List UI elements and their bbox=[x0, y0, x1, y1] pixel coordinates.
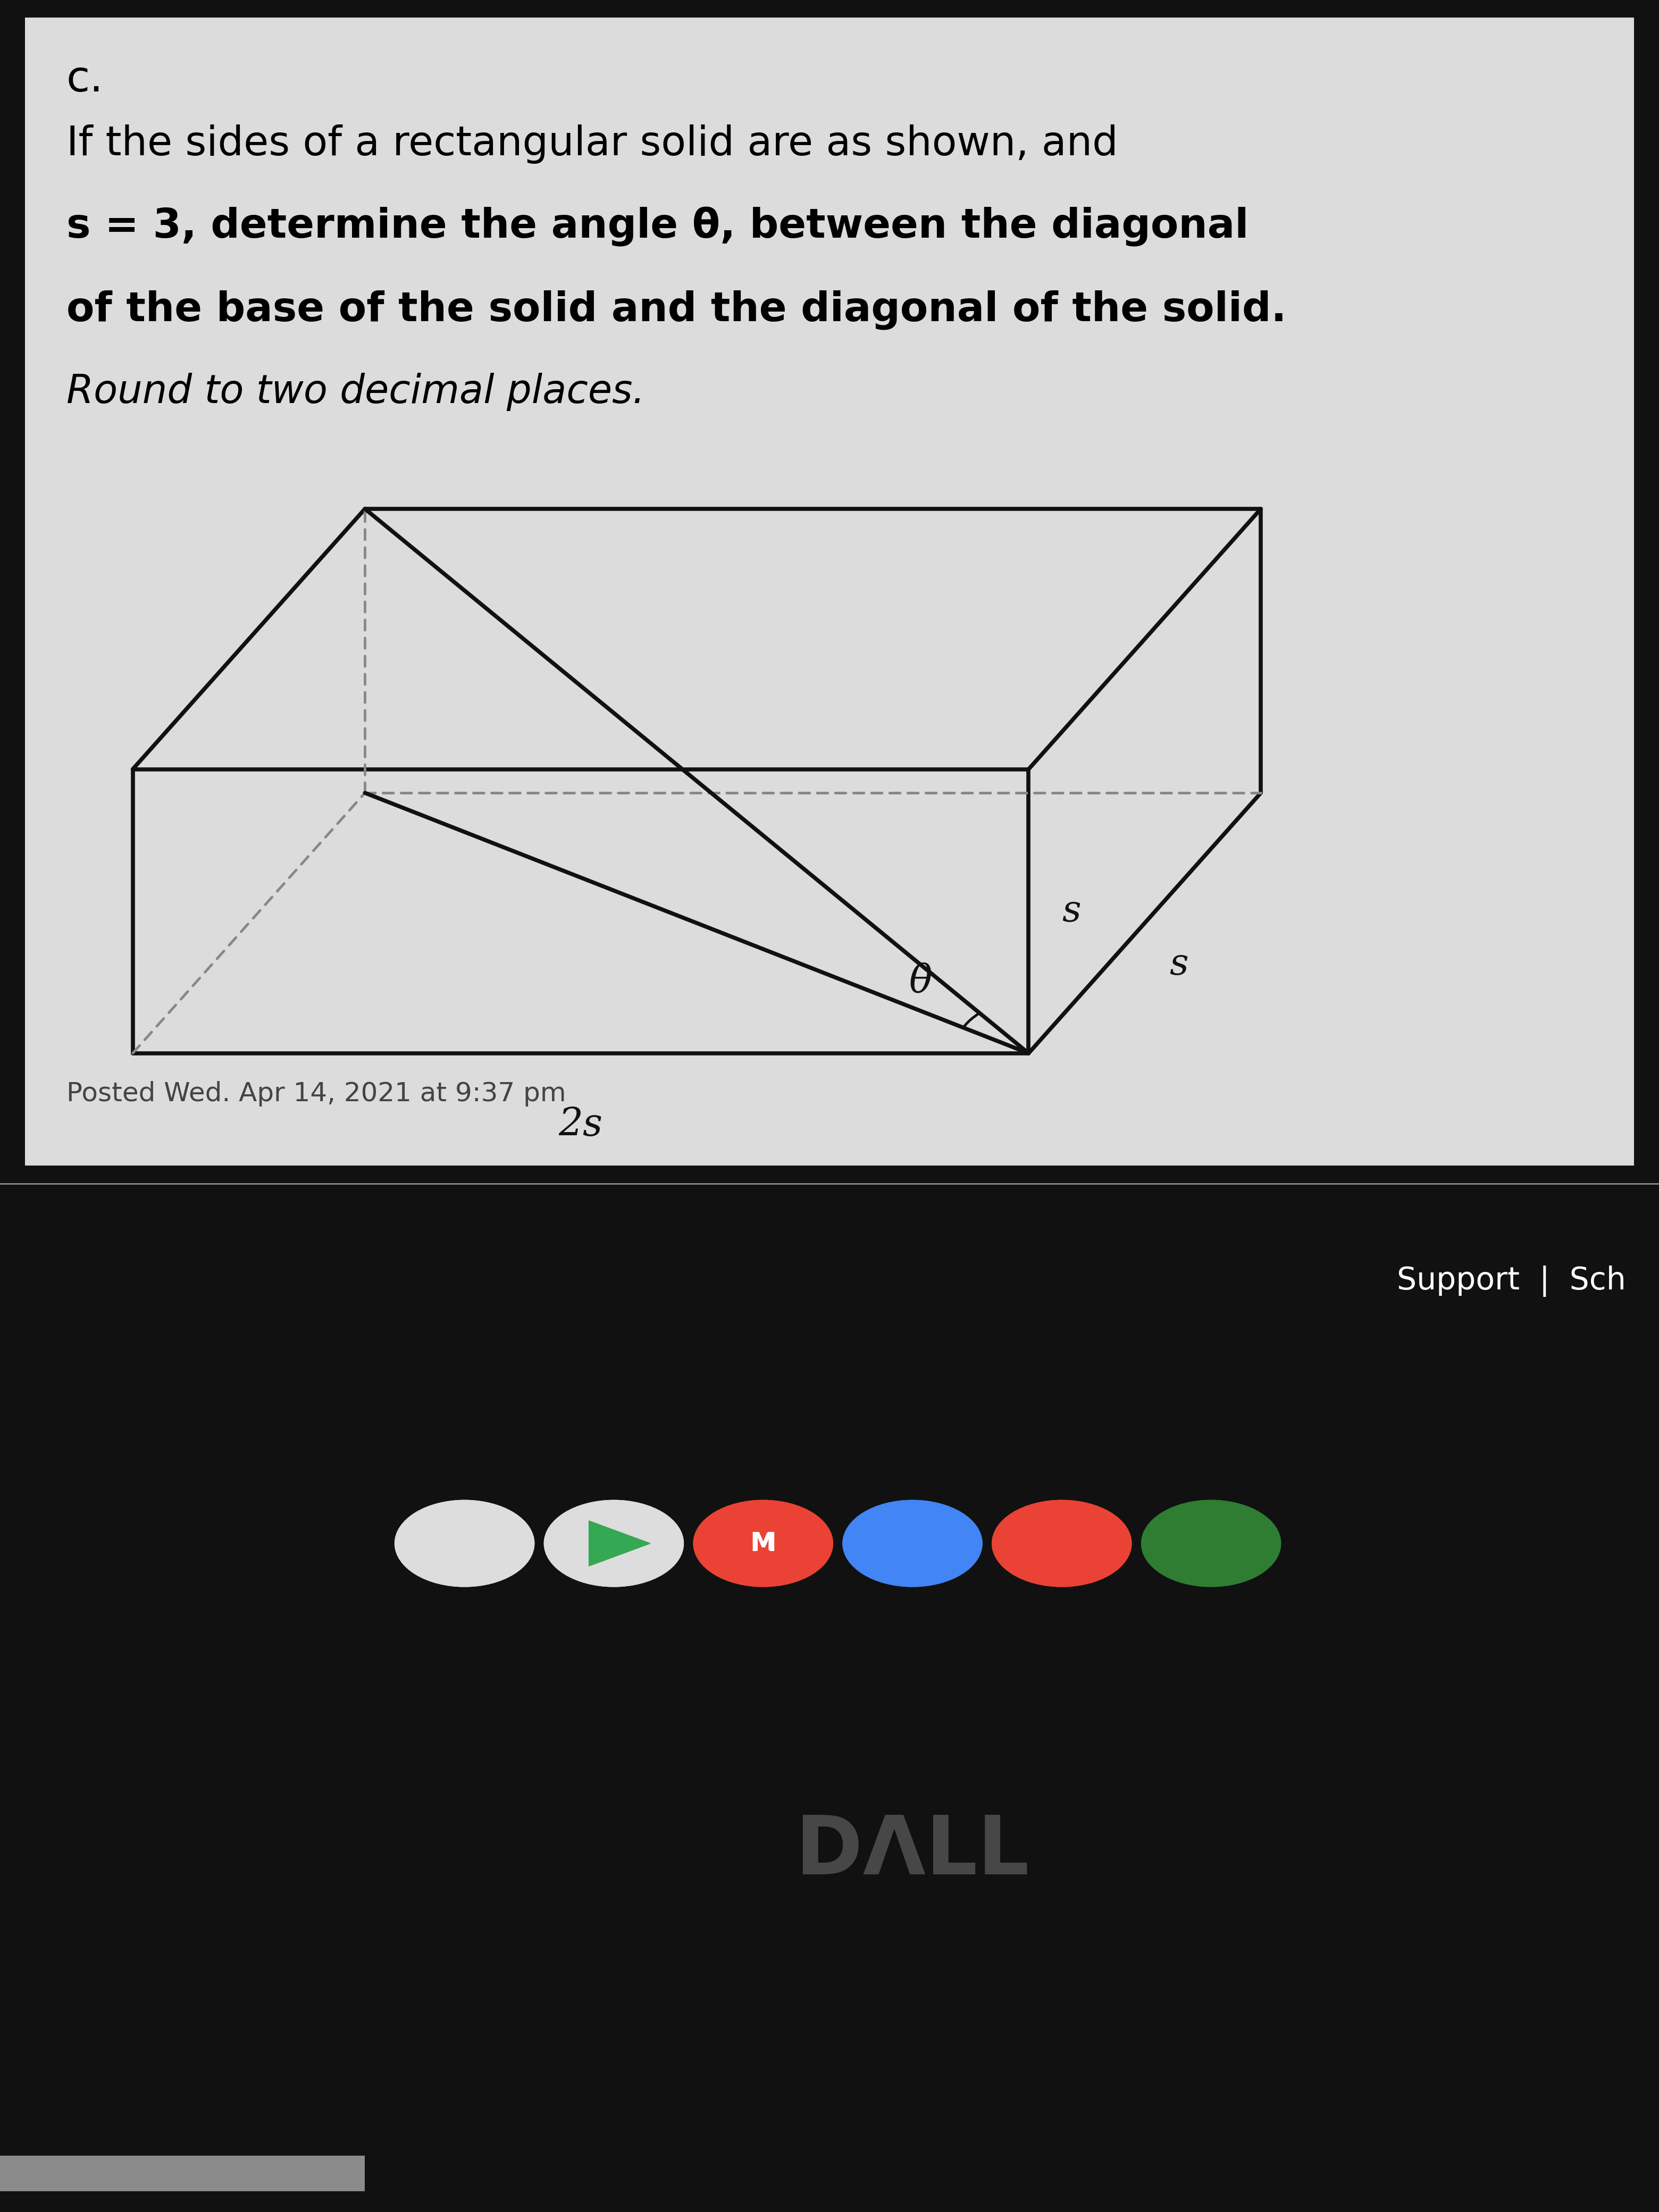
Text: M: M bbox=[750, 1531, 776, 1557]
Circle shape bbox=[693, 1500, 833, 1586]
Circle shape bbox=[395, 1500, 534, 1586]
Text: M: M bbox=[752, 1533, 775, 1555]
Circle shape bbox=[843, 1500, 982, 1586]
Circle shape bbox=[992, 1500, 1131, 1586]
Polygon shape bbox=[589, 1522, 650, 1566]
Circle shape bbox=[395, 1500, 534, 1586]
Text: 2s: 2s bbox=[559, 1106, 602, 1144]
Bar bbox=[0, 2154, 365, 2192]
Text: s = 3, determine the angle θ, between the diagonal: s = 3, determine the angle θ, between th… bbox=[66, 208, 1249, 248]
Text: DΛLL: DΛLL bbox=[796, 1812, 1029, 1891]
Text: c.: c. bbox=[66, 60, 103, 100]
Text: Support  |  Sch: Support | Sch bbox=[1397, 1265, 1626, 1296]
Text: Posted Wed. Apr 14, 2021 at 9:37 pm: Posted Wed. Apr 14, 2021 at 9:37 pm bbox=[66, 1082, 566, 1106]
Text: Round to two decimal places.: Round to two decimal places. bbox=[66, 374, 645, 411]
Text: If the sides of a rectangular solid are as shown, and: If the sides of a rectangular solid are … bbox=[66, 124, 1118, 164]
Text: of the base of the solid and the diagonal of the solid.: of the base of the solid and the diagona… bbox=[66, 290, 1286, 330]
Circle shape bbox=[544, 1500, 684, 1586]
Circle shape bbox=[843, 1500, 982, 1586]
Text: s: s bbox=[1170, 947, 1188, 982]
Text: s: s bbox=[1062, 894, 1080, 929]
Circle shape bbox=[544, 1500, 684, 1586]
Circle shape bbox=[693, 1500, 833, 1586]
Text: θ: θ bbox=[909, 962, 932, 1000]
Circle shape bbox=[1141, 1500, 1281, 1586]
Circle shape bbox=[1141, 1500, 1281, 1586]
Circle shape bbox=[992, 1500, 1131, 1586]
